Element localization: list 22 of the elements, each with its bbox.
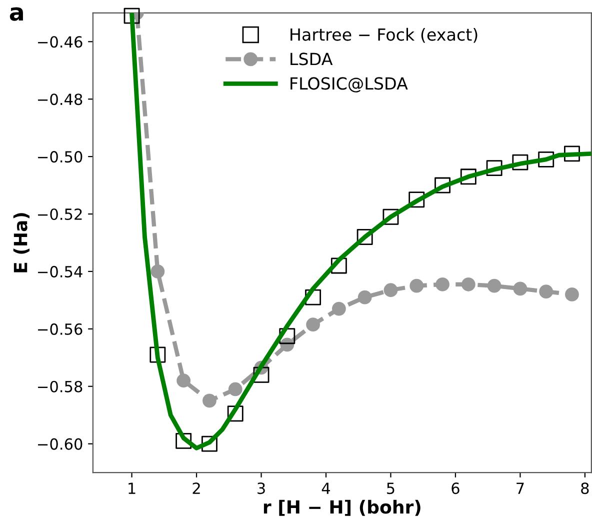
y-tick-label: −0.58 [38, 380, 82, 392]
x-tick-label: 7 [516, 482, 524, 494]
y-tick-label: −0.54 [38, 266, 82, 278]
y-tick-label: −0.52 [38, 208, 82, 220]
x-tick-label: 5 [387, 482, 394, 494]
x-tick-label: 4 [322, 482, 330, 494]
legend-label: FLOSIC@LSDA [290, 77, 408, 92]
x-tick-label: 1 [128, 482, 136, 494]
x-tick-label: 3 [258, 482, 265, 494]
x-axis-title: r [H − H] (bohr) [264, 500, 420, 516]
x-tick-label: 6 [452, 482, 460, 494]
y-tick-label: −0.60 [38, 438, 82, 450]
y-tick-label: −0.56 [38, 323, 82, 335]
y-tick-label: −0.46 [38, 36, 82, 48]
y-axis-title: E (Ha) [13, 213, 30, 272]
legend-label: LSDA [290, 52, 333, 66]
legend-label: Hartree − Fock (exact) [290, 28, 478, 43]
y-tick-label: −0.50 [38, 151, 82, 163]
x-tick-label: 2 [192, 482, 200, 494]
y-tick-label: −0.48 [38, 94, 82, 106]
text: a [10, 7, 23, 21]
x-tick-label: 8 [581, 482, 589, 494]
